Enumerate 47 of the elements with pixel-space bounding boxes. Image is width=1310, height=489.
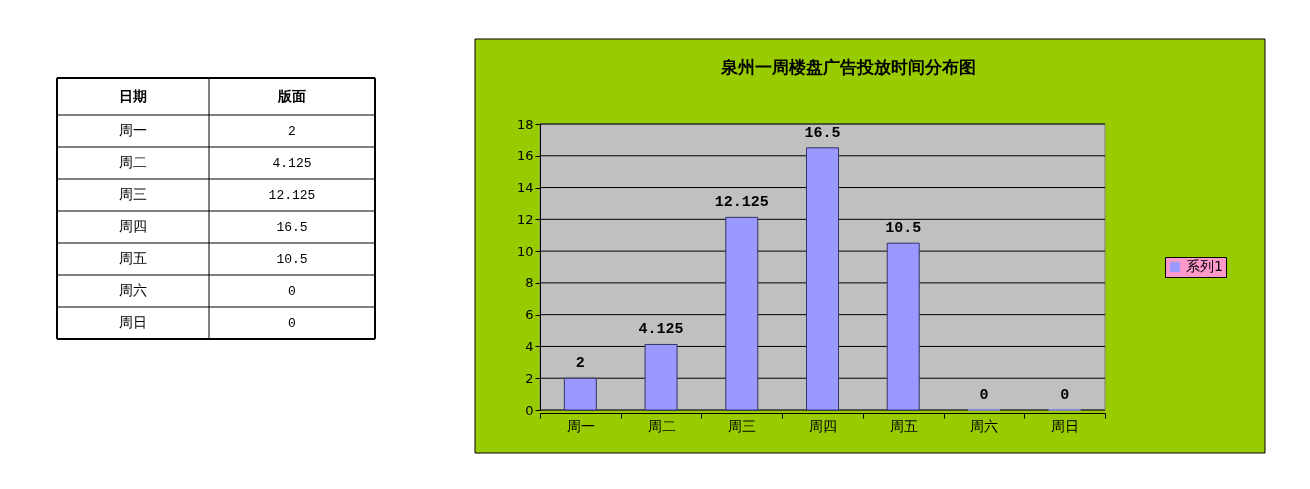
- y-tick-label: 18: [516, 116, 534, 132]
- x-tick-label: 周四: [809, 417, 837, 434]
- data-label: 12.125: [714, 194, 769, 212]
- bar: [563, 377, 597, 411]
- data-label: 10.5: [885, 220, 922, 238]
- category-label: 周六: [119, 282, 147, 298]
- category-label: 周二: [119, 154, 147, 170]
- x-tick-label: 周三: [728, 417, 757, 434]
- bar: [886, 242, 920, 411]
- data-label: 0: [979, 387, 989, 404]
- y-tick-label: 2: [525, 370, 534, 386]
- data-label: 16.5: [276, 220, 308, 235]
- x-tick-label: 周二: [647, 417, 676, 434]
- text: 日期: [119, 87, 147, 104]
- y-tick-label: 4: [525, 338, 534, 354]
- bar: [806, 147, 839, 411]
- x-tick-label: 周五: [889, 417, 918, 434]
- legend-label: 系列1: [1186, 258, 1223, 274]
- category-label: 周三: [119, 186, 147, 202]
- y-tick-label: 12: [516, 211, 534, 227]
- category-label: 周一: [119, 122, 147, 138]
- x-tick-label: 周六: [970, 417, 999, 434]
- x-tick-label: 周一: [566, 417, 595, 434]
- data-label: 4.125: [272, 156, 312, 171]
- y-tick-label: 0: [525, 402, 534, 418]
- data-label: 12.125: [268, 188, 316, 203]
- data-label: 2: [575, 355, 585, 373]
- y-tick-label: 16: [516, 148, 534, 164]
- x-tick-label: 周日: [1051, 417, 1080, 434]
- y-tick-label: 8: [525, 275, 534, 291]
- category-label: 周日: [119, 314, 147, 330]
- chart-title: 泉州一周楼盘广告投放时间分布图: [720, 56, 976, 77]
- y-tick-label: 14: [516, 180, 534, 196]
- data-label: 16.5: [804, 124, 841, 142]
- bar: [725, 216, 759, 411]
- category-label: 周五: [119, 250, 147, 266]
- y-tick-label: 10: [516, 243, 534, 259]
- data-label: 0: [288, 284, 296, 299]
- bar: [644, 343, 678, 411]
- data-label: 0: [288, 316, 296, 331]
- data-label: 2: [288, 124, 296, 139]
- text: 版面: [277, 87, 306, 104]
- y-tick-label: 6: [525, 307, 534, 323]
- data-label: 0: [1060, 387, 1070, 404]
- data-label: 4.125: [638, 321, 684, 339]
- category-label: 周四: [119, 218, 147, 234]
- data-label: 10.5: [276, 252, 308, 267]
